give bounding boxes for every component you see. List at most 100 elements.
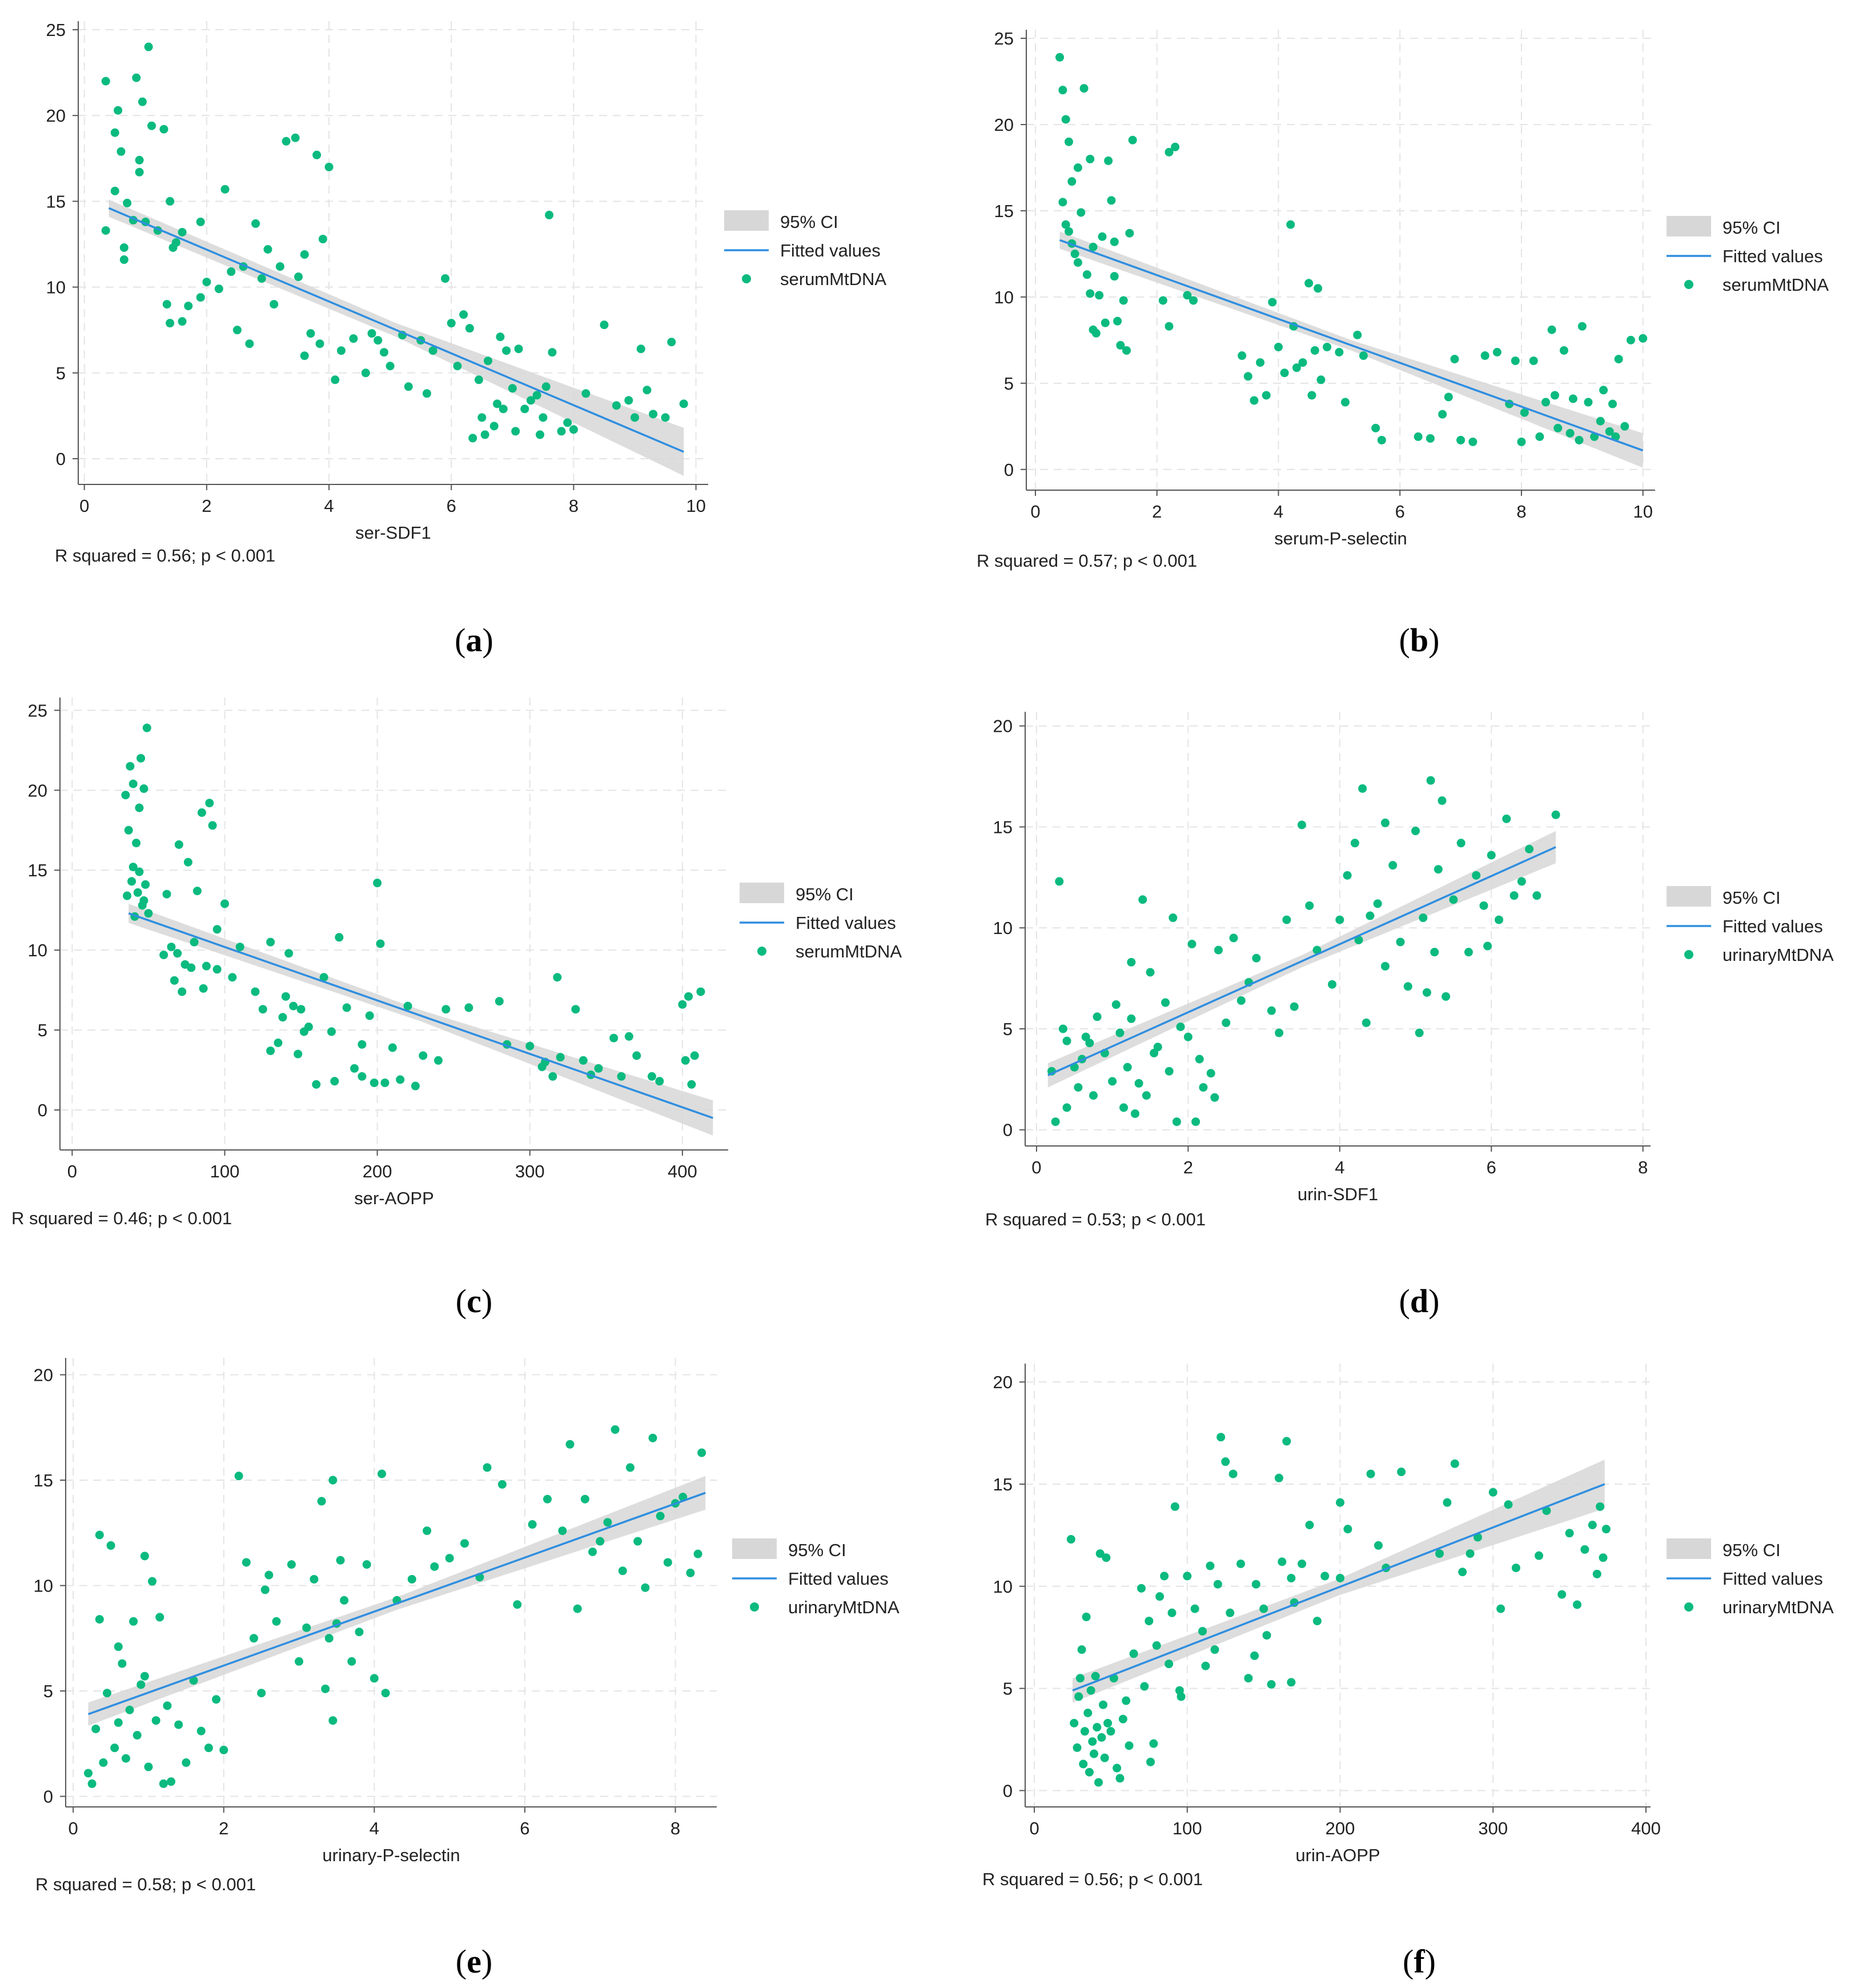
- legend-point-label: serumMtDNA: [796, 941, 902, 961]
- x-tick-label: 300: [1478, 1818, 1508, 1838]
- data-point: [573, 1604, 582, 1613]
- data-point: [1183, 1572, 1192, 1581]
- data-point: [493, 399, 502, 408]
- data-point: [480, 430, 489, 439]
- data-point: [1290, 1002, 1299, 1011]
- fitted-line: [87, 1492, 706, 1716]
- legend-ci-swatch: [1667, 886, 1711, 907]
- data-point: [1165, 1660, 1174, 1669]
- data-point: [558, 1526, 567, 1536]
- data-point: [1541, 398, 1551, 407]
- data-point: [367, 329, 376, 338]
- data-point: [208, 821, 217, 830]
- x-tick-label: 2: [219, 1818, 228, 1838]
- chart-panel-e: 0 2 4 6 8 0 5 10 15 20 urinary-P-selectin R squared…: [34, 1358, 900, 1980]
- data-point: [1547, 325, 1556, 334]
- data-point: [1426, 776, 1435, 785]
- data-point: [374, 336, 383, 345]
- data-point: [144, 1762, 153, 1771]
- x-tick-label: 0: [69, 1818, 78, 1838]
- x-axis-label: serum-P-selectin: [1274, 528, 1407, 548]
- data-point: [1465, 1549, 1475, 1558]
- data-point: [1119, 296, 1128, 305]
- x-tick-label: 4: [324, 496, 334, 516]
- data-point: [1259, 1604, 1268, 1613]
- data-point: [1297, 820, 1306, 829]
- data-point: [1146, 1757, 1155, 1766]
- caption-letter: a: [466, 622, 483, 659]
- y-tick-label: 20: [34, 1365, 53, 1385]
- data-point: [102, 1689, 111, 1698]
- y-tick-label: 10: [28, 940, 47, 960]
- data-point: [1158, 296, 1167, 305]
- legend-ci-label: 95% CI: [788, 1540, 846, 1560]
- data-point: [258, 1005, 267, 1014]
- legend-fit-label: Fitted values: [796, 913, 896, 933]
- data-point: [1118, 1714, 1127, 1724]
- legend-point-swatch: [750, 1602, 759, 1612]
- y-tick-label: 20: [993, 716, 1013, 736]
- data-point: [1286, 220, 1295, 229]
- data-point: [342, 1003, 351, 1012]
- data-point: [611, 1425, 620, 1434]
- x-tick-label: 6: [1395, 502, 1405, 522]
- data-point: [331, 375, 340, 384]
- data-point: [1198, 1626, 1207, 1636]
- data-point: [1070, 249, 1079, 258]
- data-point: [581, 389, 591, 398]
- data-point: [1073, 1743, 1082, 1752]
- data-point: [1129, 1649, 1138, 1658]
- data-point: [1244, 1674, 1253, 1683]
- data-point: [563, 418, 572, 427]
- data-point: [110, 186, 119, 195]
- data-point: [1066, 1535, 1075, 1544]
- data-point: [1228, 1469, 1238, 1478]
- data-point: [1058, 198, 1067, 207]
- data-point: [407, 1574, 416, 1584]
- data-point: [655, 1077, 664, 1086]
- data-point: [483, 356, 492, 366]
- data-point: [1374, 1541, 1383, 1550]
- data-point: [119, 243, 129, 252]
- data-point: [1559, 346, 1568, 355]
- data-point: [1113, 1763, 1122, 1773]
- data-point: [1083, 1709, 1093, 1718]
- data-point: [182, 1758, 191, 1767]
- data-point: [1058, 1024, 1067, 1033]
- data-point: [1210, 1093, 1219, 1102]
- legend-fit-label: Fitted values: [1723, 246, 1823, 266]
- data-point: [114, 1642, 123, 1652]
- data-point: [274, 1038, 283, 1047]
- data-point: [132, 73, 141, 82]
- data-point: [135, 155, 144, 165]
- data-point: [1055, 53, 1065, 62]
- data-point: [234, 1472, 243, 1481]
- x-tick-label: 10: [1633, 502, 1652, 522]
- data-point: [441, 1005, 451, 1014]
- data-point: [386, 362, 395, 371]
- data-point: [159, 1779, 168, 1788]
- legend-point-swatch: [1684, 280, 1693, 289]
- data-point: [661, 413, 670, 422]
- legend-point-swatch: [757, 947, 766, 956]
- data-point: [151, 1716, 160, 1725]
- data-point: [1107, 196, 1116, 205]
- data-point: [139, 896, 148, 905]
- data-point: [327, 1027, 336, 1036]
- y-tick-label: 15: [994, 201, 1014, 221]
- x-axis-label: ser-AOPP: [354, 1188, 434, 1208]
- data-point: [1343, 1525, 1352, 1534]
- x-tick-label: 4: [1274, 502, 1283, 522]
- data-point: [1328, 980, 1337, 989]
- data-point: [1073, 163, 1082, 172]
- data-point: [1274, 1473, 1283, 1482]
- data-point: [495, 997, 504, 1006]
- caption-letter: e: [467, 1943, 481, 1980]
- data-point: [1155, 1592, 1165, 1601]
- data-point: [170, 976, 179, 985]
- data-point: [1504, 1500, 1513, 1509]
- data-point: [1450, 1459, 1459, 1468]
- x-tick-label: 2: [202, 496, 211, 516]
- fitted-line: [1072, 1483, 1605, 1692]
- data-point: [167, 943, 176, 952]
